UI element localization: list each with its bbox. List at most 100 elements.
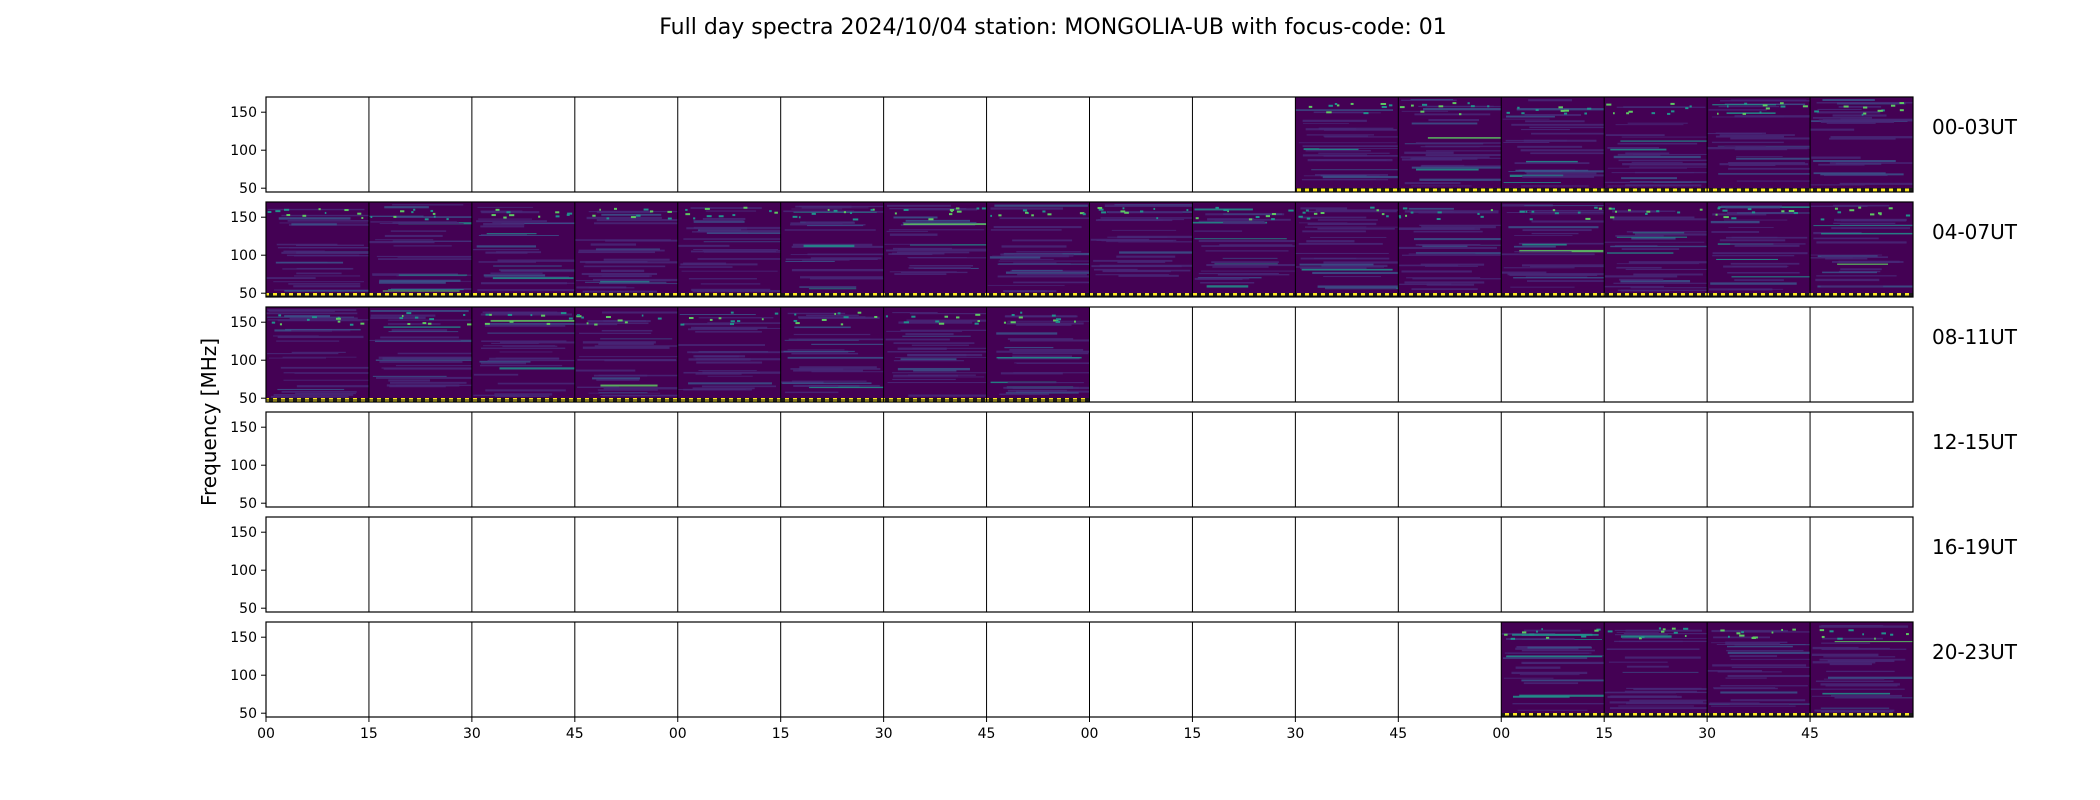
spectrum-cell [1397,202,1502,297]
noise-stripe [1401,99,1457,101]
noise-stripe [581,272,658,276]
noise-stripe [578,356,678,358]
rfi-speck [1504,633,1508,636]
rfi-speck [555,211,560,214]
noise-stripe [1401,110,1449,112]
x-tick-label: 45 [566,726,584,742]
marker-line [986,293,1090,297]
noise-stripe [1734,244,1800,247]
rfi-speck [1685,107,1689,110]
noise-stripe [1106,241,1193,243]
rfi-speck [1320,212,1325,215]
rfi-speck [1820,218,1825,221]
noise-stripe [1715,135,1785,138]
spectrum-cell [883,202,987,297]
noise-stripe [1825,257,1868,260]
spectrum-cell [1706,202,1811,297]
rfi-speck [1598,207,1603,210]
noise-stripe [395,356,472,358]
noise-stripe [900,271,968,274]
rfi-speck [1899,109,1904,112]
noise-stripe [1712,104,1777,106]
noise-stripe [900,358,957,361]
noise-stripe [1712,255,1795,257]
noise-stripe [395,365,472,367]
noise-stripe [909,312,987,315]
rfi-speck [324,211,327,214]
noise-stripe [688,278,757,280]
noise-stripe [575,280,671,282]
noise-stripe [1003,290,1057,292]
noise-stripe [484,276,569,278]
noise-stripe [693,219,744,222]
noise-stripe [476,245,537,248]
rfi-speck [1645,212,1648,215]
noise-stripe [372,375,447,377]
noise-stripe [1626,665,1669,668]
noise-stripe [382,290,460,292]
spectrum-cell [677,307,781,402]
rfi-speck [1399,216,1402,219]
noise-stripe [491,311,567,315]
noise-stripe [1730,699,1806,702]
rfi-speck [275,210,281,213]
rfi-speck [1607,630,1613,633]
noise-stripe [1822,637,1883,640]
rfi-speck [1381,213,1385,216]
spectrum-cell [574,307,678,402]
rfi-speck [903,321,910,324]
rfi-speck [774,312,779,315]
noise-stripe [1712,252,1808,255]
noise-stripe [811,371,884,373]
noise-stripe [679,266,733,268]
noise-stripe [1821,256,1888,259]
noise-stripe [997,263,1090,265]
rfi-speck [974,322,979,325]
noise-stripe [693,355,746,358]
noise-stripe [1627,122,1688,124]
noise-stripe [886,249,987,252]
noise-stripe [1406,277,1481,279]
noise-stripe [785,260,835,263]
noise-stripe [498,269,575,271]
noise-stripe [281,390,357,393]
marker-line [1295,188,1399,192]
rfi-speck [1727,105,1729,108]
noise-stripe [1303,122,1349,124]
rfi-speck [1717,207,1721,210]
noise-stripe [1117,261,1166,263]
noise-stripe [1016,363,1090,364]
noise-stripe [601,213,662,216]
noise-stripe [1605,134,1665,136]
noise-stripe [1200,270,1296,272]
rfi-speck [1097,206,1103,209]
noise-stripe [370,316,426,320]
marker-line [780,398,884,402]
rfi-speck [1656,210,1660,213]
rfi-speck [1020,311,1023,314]
spectrum-cell [1809,202,1913,297]
noise-stripe [1300,216,1367,219]
noise-stripe [378,258,472,260]
noise-stripe [1613,282,1708,284]
noise-stripe [1627,692,1708,694]
rfi-speck [1255,216,1260,219]
spectrum-cell [1294,97,1399,192]
rfi-speck [649,210,654,213]
rfi-speck [1722,209,1728,212]
rfi-speck [485,313,491,316]
noise-stripe [1307,158,1393,162]
rfi-speck [1521,112,1525,115]
noise-stripe [596,379,640,381]
rfi-speck [1594,206,1598,209]
rfi-speck [685,208,688,211]
rfi-speck [335,317,341,320]
noise-stripe [1712,213,1767,216]
noise-stripe [1728,226,1774,228]
noise-stripe [598,374,678,377]
noise-stripe [1711,231,1760,233]
noise-stripe [1719,134,1795,136]
rfi-speck [792,215,798,218]
x-tick-label: 00 [257,726,275,742]
